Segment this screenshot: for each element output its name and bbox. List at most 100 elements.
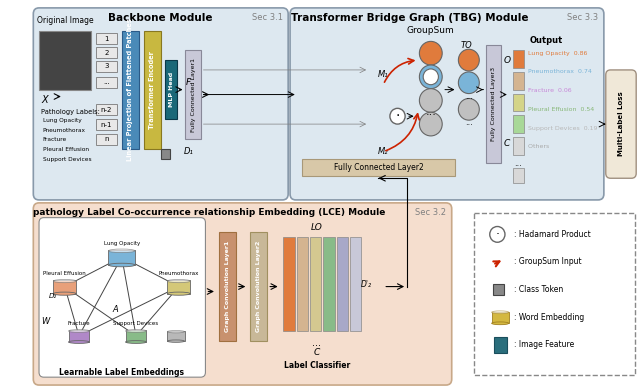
Text: TO: TO <box>461 41 473 50</box>
Bar <box>350 237 362 331</box>
Text: ...: ... <box>103 79 110 85</box>
Bar <box>513 94 524 111</box>
Ellipse shape <box>125 341 147 343</box>
Ellipse shape <box>53 292 76 295</box>
Bar <box>168 331 184 341</box>
Text: Support Devices: Support Devices <box>43 157 92 162</box>
Text: Output: Output <box>530 36 563 45</box>
Text: Sec 3.2: Sec 3.2 <box>415 208 446 217</box>
Text: pathology Label Co-occurrence relationship Embedding (LCE) Module: pathology Label Co-occurrence relationsh… <box>33 208 385 217</box>
Text: Lung Opacity: Lung Opacity <box>104 241 140 246</box>
Text: Graph Convolution Layer2: Graph Convolution Layer2 <box>256 241 261 332</box>
Text: Fracture: Fracture <box>68 322 90 326</box>
Text: F: F <box>186 78 191 87</box>
Bar <box>161 149 170 159</box>
Text: : GroupSum Input: : GroupSum Input <box>513 258 581 267</box>
Text: Pneumothorax  0.74: Pneumothorax 0.74 <box>528 69 591 74</box>
Bar <box>125 330 147 342</box>
Bar <box>96 47 117 58</box>
Text: Pneumothorax: Pneumothorax <box>43 128 86 132</box>
FancyBboxPatch shape <box>606 70 636 178</box>
Text: Fully Connected Layer2: Fully Connected Layer2 <box>333 163 424 172</box>
Text: C: C <box>504 139 510 148</box>
Bar <box>250 232 268 341</box>
Text: Original Image: Original Image <box>37 16 94 25</box>
Circle shape <box>419 88 442 112</box>
Ellipse shape <box>68 329 90 333</box>
Bar <box>513 168 524 183</box>
Bar <box>474 213 636 375</box>
Text: : Image Feature: : Image Feature <box>513 340 574 349</box>
Text: ...: ... <box>465 92 473 101</box>
Text: M₁: M₁ <box>378 70 388 80</box>
Text: ·: · <box>495 228 499 241</box>
Bar <box>186 50 201 139</box>
Text: C: C <box>314 348 320 357</box>
Text: Pleural Effusion  0.54: Pleural Effusion 0.54 <box>528 107 594 112</box>
FancyBboxPatch shape <box>39 218 205 377</box>
Ellipse shape <box>492 311 509 314</box>
Bar <box>166 60 177 119</box>
Bar <box>492 312 509 323</box>
Text: : Class Token: : Class Token <box>513 285 563 294</box>
Text: Multi-Label Loss: Multi-Label Loss <box>618 92 624 156</box>
Bar <box>108 250 135 265</box>
Bar <box>337 237 348 331</box>
Text: Support Devices: Support Devices <box>113 322 159 326</box>
Bar <box>493 284 504 295</box>
Text: Transformer Bridge Graph (TBG) Module: Transformer Bridge Graph (TBG) Module <box>291 13 528 23</box>
Circle shape <box>419 112 442 136</box>
Text: Support Devices  0.19: Support Devices 0.19 <box>528 126 597 130</box>
Text: Label Classifier: Label Classifier <box>284 361 350 370</box>
FancyBboxPatch shape <box>33 203 452 385</box>
Text: Pneumothorax: Pneumothorax <box>159 271 199 276</box>
Text: Pleural Effusion: Pleural Effusion <box>44 271 86 276</box>
Bar <box>284 237 295 331</box>
Bar <box>486 45 501 163</box>
Text: ...: ... <box>515 159 522 168</box>
Ellipse shape <box>168 292 190 295</box>
Circle shape <box>419 42 442 65</box>
Text: : Word Embedding: : Word Embedding <box>513 313 584 322</box>
Text: Sec 3.1: Sec 3.1 <box>252 13 283 22</box>
Bar <box>513 72 524 90</box>
Text: Pathology Labels:: Pathology Labels: <box>41 109 100 115</box>
Bar <box>96 104 117 115</box>
Text: Fracture  0.06: Fracture 0.06 <box>528 88 572 93</box>
Bar <box>168 280 190 294</box>
Text: ...: ... <box>465 118 473 126</box>
FancyBboxPatch shape <box>290 8 604 200</box>
Text: ...: ... <box>312 338 321 348</box>
Text: O: O <box>503 55 511 64</box>
Ellipse shape <box>168 340 184 342</box>
Text: X: X <box>42 95 49 106</box>
Ellipse shape <box>108 263 135 267</box>
Text: 1: 1 <box>104 36 109 42</box>
Ellipse shape <box>168 279 190 282</box>
Bar <box>310 237 321 331</box>
Text: D₁: D₁ <box>184 147 193 156</box>
Text: Lung Opacity: Lung Opacity <box>43 118 81 123</box>
Circle shape <box>419 65 442 88</box>
Bar <box>122 31 139 149</box>
Text: Sec 3.3: Sec 3.3 <box>568 13 598 22</box>
Bar <box>303 159 454 176</box>
Text: Fully Connected Layer1: Fully Connected Layer1 <box>191 57 196 132</box>
Text: GroupSum: GroupSum <box>407 26 454 35</box>
Text: Learnable Label Embeddings: Learnable Label Embeddings <box>60 368 184 377</box>
Bar <box>68 330 90 342</box>
Bar <box>96 33 117 44</box>
Text: 3: 3 <box>104 64 109 69</box>
Ellipse shape <box>68 341 90 343</box>
Text: n-1: n-1 <box>100 121 112 128</box>
Bar <box>513 50 524 68</box>
Bar <box>219 232 236 341</box>
Text: Fully Connected Layer3: Fully Connected Layer3 <box>491 68 496 142</box>
Text: LO: LO <box>311 223 323 232</box>
Text: Fracture: Fracture <box>43 137 67 142</box>
Bar <box>96 77 117 88</box>
Ellipse shape <box>53 279 76 282</box>
Text: Pleural Effusion: Pleural Effusion <box>43 147 89 152</box>
Bar <box>53 280 76 294</box>
Text: Linear Projection of Flattened Patches: Linear Projection of Flattened Patches <box>127 18 133 161</box>
